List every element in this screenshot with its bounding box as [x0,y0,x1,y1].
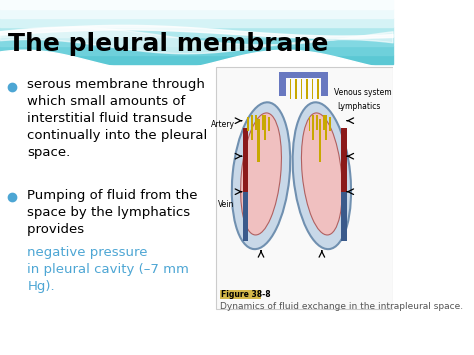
Bar [311,79,313,99]
Bar [329,117,331,131]
Bar [306,79,308,99]
Bar [290,79,291,99]
Text: Artery: Artery [211,120,235,129]
Bar [0,27,392,37]
Text: Figure 38-8: Figure 38-8 [221,290,271,299]
Bar [243,128,248,199]
Bar [321,76,328,96]
Text: Venous system: Venous system [334,88,391,97]
Bar [268,117,270,131]
Text: Pumping of fluid from the
space by the lymphatics
provides: Pumping of fluid from the space by the l… [27,189,198,236]
Bar [255,115,257,130]
Bar [0,18,392,27]
Text: Lymphatics: Lymphatics [337,102,381,111]
Bar [0,0,392,9]
Bar [341,128,346,199]
Bar [264,115,266,140]
Text: negative pressure
in pleural cavity (–7 mm
Hg).: negative pressure in pleural cavity (–7 … [27,246,189,293]
Bar [323,115,325,130]
Text: serous membrane through
which small amounts of
interstitial fluid transude
conti: serous membrane through which small amou… [27,78,208,159]
Ellipse shape [292,102,351,249]
Bar [279,76,286,96]
Text: Dynamics of fluid exchange in the intrapleural space.: Dynamics of fluid exchange in the intrap… [220,302,463,311]
Bar [0,37,392,46]
Bar [243,192,248,241]
Bar [0,9,392,18]
Bar [0,55,392,64]
Text: The pleural membrane: The pleural membrane [8,32,328,56]
Bar [279,72,328,78]
Bar [309,117,310,131]
Bar [316,115,318,130]
Bar [301,79,302,99]
Bar [216,67,392,309]
Bar [319,119,321,162]
Bar [220,290,261,299]
Ellipse shape [301,113,342,235]
Bar [341,192,346,241]
Bar [251,115,253,140]
Bar [257,119,260,162]
Bar [0,46,392,55]
Bar [317,79,319,99]
Bar [295,79,297,99]
Ellipse shape [241,113,282,235]
Bar [262,115,264,130]
Bar [247,117,249,131]
Bar [312,115,314,140]
Bar [325,115,327,140]
Ellipse shape [232,102,290,249]
Text: Vein: Vein [219,200,235,209]
